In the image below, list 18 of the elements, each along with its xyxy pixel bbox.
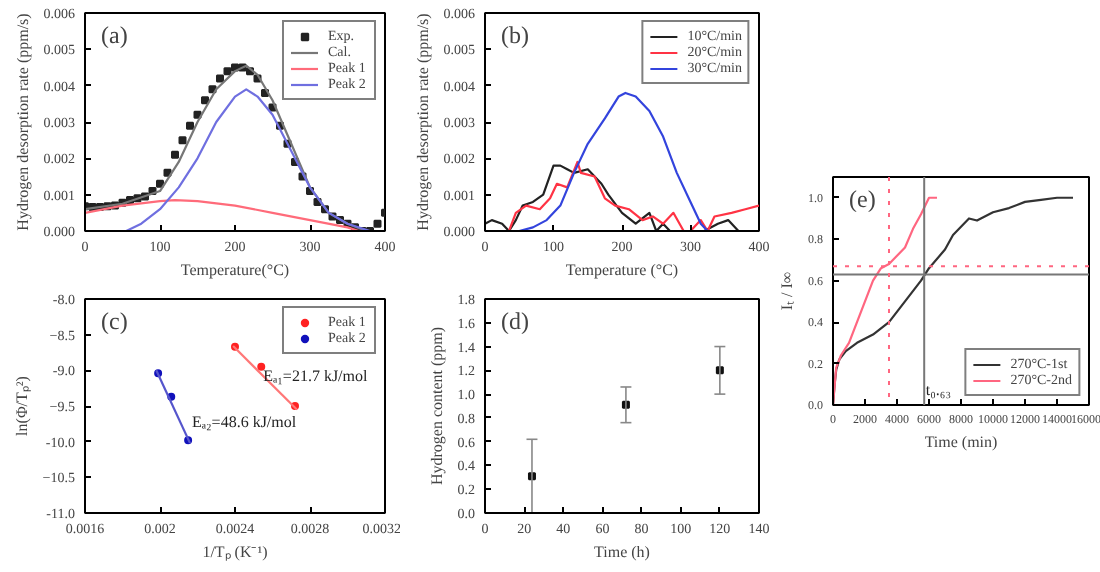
x-axis-title: Temperature (°C)	[565, 261, 679, 279]
annotation: (b)	[501, 21, 529, 49]
annotation: (d)	[501, 307, 529, 335]
x-axis-title: 1/Tₚ (K⁻¹)	[202, 543, 269, 561]
annotation: (c)	[101, 307, 128, 335]
x-axis-title: Time (h)	[594, 543, 651, 561]
y-axis-title: Hydrogen desorption rate (ppm/s)	[13, 12, 32, 231]
x-axis-title: Time (min)	[924, 433, 999, 451]
x-axis-title: Temperature(°C)	[180, 261, 290, 279]
annotation: (e)	[849, 185, 876, 213]
y-axis-title: Hydrogen desorption rate (ppm/s)	[413, 12, 432, 231]
y-axis-title: ln(Φ/Tₚ²)	[12, 375, 31, 436]
annotation: t₀.₆₃	[925, 380, 952, 399]
y-axis-title: Hydrogen content (ppm)	[427, 326, 446, 486]
y-axis-title: Iₜ / I∞	[778, 271, 796, 311]
annotation: Eₐ₁=21.7 kJ/mol	[263, 366, 369, 385]
annotation: Eₐ₂=48.6 kJ/mol	[191, 412, 298, 431]
annotation: (a)	[101, 21, 128, 49]
